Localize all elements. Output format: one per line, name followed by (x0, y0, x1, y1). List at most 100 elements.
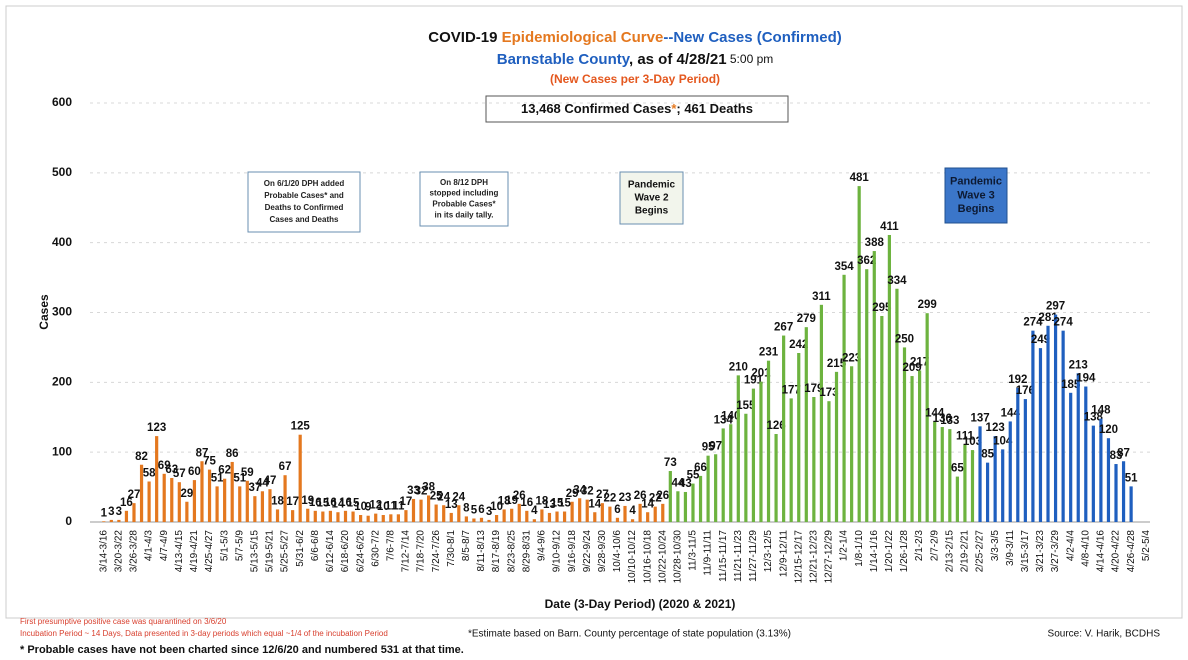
bar (366, 515, 370, 522)
x-tick-label: 3/27-3/29 (1050, 530, 1061, 573)
x-tick-label: 3/26-3/28 (129, 530, 140, 573)
annotation-box (944, 167, 1008, 224)
bar (1038, 348, 1043, 522)
bar (850, 366, 854, 522)
bar (985, 462, 990, 522)
data-label: 201 (751, 368, 771, 380)
data-label: 126 (766, 420, 785, 432)
data-label: 4 (531, 505, 538, 517)
bar (1053, 314, 1058, 522)
x-tick-label: 1/26-1/28 (899, 530, 910, 573)
bar (192, 480, 197, 522)
bar (162, 473, 166, 522)
bar (124, 510, 129, 522)
bar (359, 515, 363, 522)
bar (593, 512, 597, 522)
bar (200, 461, 204, 522)
bar (487, 519, 491, 522)
bar (653, 506, 657, 522)
x-tick-label: 6/24-6/26 (355, 530, 366, 573)
x-tick-label: 4/19-4/21 (189, 530, 200, 573)
x-tick-label: 8/29-8/31 (521, 530, 532, 573)
bar (585, 499, 589, 522)
data-label: 297 (1046, 301, 1065, 313)
data-label: 267 (774, 322, 793, 334)
source: Source: V. Harik, BCDHS (1048, 629, 1161, 640)
bar (948, 429, 952, 522)
x-tick-label: 12/15-12/17 (793, 530, 804, 584)
y-tick-label: 200 (52, 375, 72, 389)
chart-title: COVID-19 Epidemiological Curve--New Case… (428, 29, 841, 46)
data-label: 85 (981, 449, 994, 461)
x-tick-label: 5/25-5/27 (280, 530, 291, 573)
x-tick-label: 2/13-2/15 (944, 530, 955, 573)
bar (774, 434, 778, 522)
bar (646, 512, 650, 522)
x-tick-label: 10/10-10/12 (627, 530, 638, 584)
x-tick-label: 4/14-4/16 (1096, 530, 1107, 573)
data-label: 29 (180, 488, 193, 500)
data-label: 111 (956, 431, 975, 443)
bar (404, 510, 408, 522)
summary-box (485, 95, 789, 123)
annotation-text: Cases and Deaths (270, 215, 339, 224)
bar (721, 428, 725, 522)
data-label: 14 (332, 498, 345, 510)
x-tick-label: 1/14-1/16 (869, 530, 880, 573)
data-label: 8 (463, 502, 470, 514)
bar (562, 511, 567, 522)
bar (578, 498, 582, 522)
annotation-text: Wave 3 (957, 189, 995, 201)
bar (170, 478, 174, 522)
data-label: 179 (804, 383, 823, 395)
data-label: 388 (865, 237, 885, 249)
bar (940, 427, 944, 522)
data-label: 95 (702, 442, 715, 454)
x-tick-label: 9/16-9/18 (567, 530, 578, 573)
x-tick-label: 6/30-7/2 (370, 530, 381, 567)
bar (336, 512, 340, 522)
x-tick-label: 4/8-4/10 (1080, 530, 1091, 567)
x-tick-label: 3/21-3/23 (1035, 530, 1046, 573)
bar (630, 519, 635, 522)
bar (993, 436, 997, 522)
bar (268, 489, 272, 522)
data-label: 15 (347, 498, 360, 510)
footnote: *Estimate based on Barn. County percenta… (468, 629, 791, 640)
data-label: 62 (218, 465, 231, 477)
x-tick-label: 6/18-6/20 (340, 530, 351, 573)
bar (306, 508, 310, 522)
subtitle-part: Barnstable County (497, 51, 631, 68)
bar (797, 353, 801, 522)
bar (857, 186, 861, 522)
title-part: Epidemiological Curve (502, 29, 664, 46)
bar (510, 508, 514, 522)
x-tick-label: 12/3-12/5 (763, 530, 774, 573)
bar (1076, 373, 1080, 522)
x-tick-label: 9/28-9/30 (597, 530, 608, 573)
data-label: 23 (619, 492, 632, 504)
data-label: 47 (264, 475, 277, 487)
y-tick-label: 100 (52, 444, 72, 458)
annotation-text: Wave 2 (634, 193, 669, 204)
annotation-text: On 6/1/20 DPH added (264, 179, 345, 188)
x-tick-label: 12/27-12/29 (824, 530, 835, 584)
bar (139, 464, 144, 522)
bar (570, 501, 574, 522)
chart-subtitle: Barnstable County, as of 4/28/21 5:00 pm (497, 51, 774, 68)
data-label: 138 (1084, 412, 1104, 424)
data-label: 33 (407, 485, 420, 497)
bar (389, 514, 393, 522)
bar (766, 360, 771, 522)
bar (419, 499, 423, 522)
bar (895, 288, 899, 522)
bar (155, 436, 159, 522)
bar (759, 381, 763, 522)
x-tick-label: 8/11-8/13 (476, 530, 487, 572)
x-tick-label: 10/4-10/6 (612, 530, 623, 573)
data-label: 144 (925, 407, 945, 419)
data-label: 311 (812, 291, 831, 303)
bar (729, 424, 733, 522)
bar (223, 478, 227, 522)
data-label: 133 (940, 415, 959, 427)
